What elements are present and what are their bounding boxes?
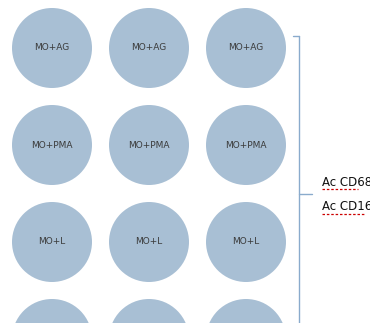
Circle shape bbox=[206, 105, 286, 185]
Text: MO+L: MO+L bbox=[38, 237, 65, 246]
Circle shape bbox=[109, 105, 189, 185]
Text: Ac CD163: Ac CD163 bbox=[322, 201, 370, 214]
Circle shape bbox=[206, 299, 286, 323]
Text: MO+PMA: MO+PMA bbox=[31, 141, 73, 150]
Circle shape bbox=[109, 202, 189, 282]
Text: MO+AG: MO+AG bbox=[228, 44, 263, 53]
Circle shape bbox=[12, 8, 92, 88]
Text: MO+PMA: MO+PMA bbox=[225, 141, 267, 150]
Text: Ac CD68: Ac CD68 bbox=[322, 175, 370, 189]
Text: MO+L: MO+L bbox=[232, 237, 260, 246]
Circle shape bbox=[206, 8, 286, 88]
Circle shape bbox=[206, 202, 286, 282]
Circle shape bbox=[109, 8, 189, 88]
Circle shape bbox=[109, 299, 189, 323]
Text: MO+L: MO+L bbox=[135, 237, 163, 246]
Circle shape bbox=[12, 299, 92, 323]
Circle shape bbox=[12, 105, 92, 185]
Text: MO+PMA: MO+PMA bbox=[128, 141, 170, 150]
Text: MO+AG: MO+AG bbox=[34, 44, 70, 53]
Circle shape bbox=[12, 202, 92, 282]
Text: MO+AG: MO+AG bbox=[131, 44, 166, 53]
